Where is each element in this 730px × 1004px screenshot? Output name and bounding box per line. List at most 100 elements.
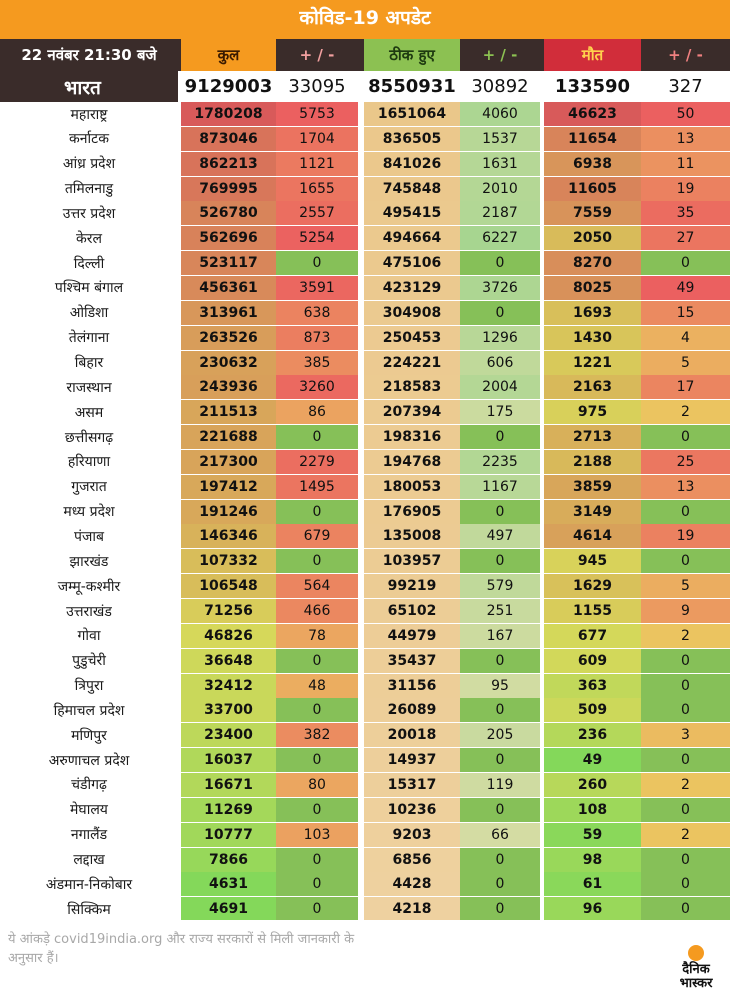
cell-deaths-delta: 0 xyxy=(641,847,730,872)
india-total-delta: 33095 xyxy=(288,76,346,97)
cell-recovered-delta: 2010 xyxy=(460,176,540,201)
cell-recovered-delta: 606 xyxy=(460,350,540,375)
cell-total: 873046 xyxy=(181,126,276,151)
cell-deaths: 1430 xyxy=(544,325,641,350)
cell-recovered: 1651064 xyxy=(364,102,460,126)
cell-total-delta: 0 xyxy=(276,648,358,673)
cell-deaths-delta: 19 xyxy=(641,176,730,201)
cell-recovered-delta: 0 xyxy=(460,847,540,872)
cell-total-delta: 1655 xyxy=(276,176,358,201)
cell-total-delta: 0 xyxy=(276,499,358,524)
cell-total: 263526 xyxy=(181,325,276,350)
cell-deaths-delta: 0 xyxy=(641,897,730,922)
cell-total-delta: 466 xyxy=(276,599,358,623)
table-row: अरुणाचल प्रदेश 16037 0 14937 0 49 0 xyxy=(0,748,730,773)
table-row: कर्नाटक 873046 1704 836505 1537 11654 13 xyxy=(0,126,730,151)
table-row: केरल 562696 5254 494664 6227 2050 27 xyxy=(0,226,730,251)
cell-total-delta: 0 xyxy=(276,748,358,773)
cell-deaths-delta: 19 xyxy=(641,524,730,549)
cell-deaths: 1155 xyxy=(544,599,641,623)
cell-deaths-delta: 0 xyxy=(641,872,730,897)
cell-recovered-delta: 2187 xyxy=(460,201,540,226)
cell-recovered-delta: 0 xyxy=(460,897,540,922)
cell-total: 211513 xyxy=(181,400,276,425)
cell-deaths-delta: 0 xyxy=(641,748,730,773)
cell-recovered-delta: 0 xyxy=(460,300,540,325)
state-name: ओडिशा xyxy=(0,300,178,325)
table-row: तेलंगाना 263526 873 250453 1296 1430 4 xyxy=(0,325,730,350)
state-name: पश्चिम बंगाल xyxy=(0,275,178,300)
cell-recovered-delta: 0 xyxy=(460,251,540,276)
cell-total-delta: 873 xyxy=(276,325,358,350)
state-name: मणिपुर xyxy=(0,723,178,748)
state-name: मध्य प्रदेश xyxy=(0,499,178,524)
cell-deaths-delta: 2 xyxy=(641,822,730,847)
cell-total: 11269 xyxy=(181,797,276,822)
table-row: अंडमान-निकोबार 4631 0 4428 0 61 0 xyxy=(0,872,730,897)
state-name: त्रिपुरा xyxy=(0,673,178,698)
table-row: बिहार 230632 385 224221 606 1221 5 xyxy=(0,350,730,375)
cell-total: 32412 xyxy=(181,673,276,698)
state-name: असम xyxy=(0,400,178,425)
cell-deaths: 11654 xyxy=(544,126,641,151)
table-row: दिल्ली 523117 0 475106 0 8270 0 xyxy=(0,251,730,276)
cell-deaths: 1693 xyxy=(544,300,641,325)
cell-deaths-delta: 2 xyxy=(641,623,730,648)
cell-recovered-delta: 0 xyxy=(460,499,540,524)
dainik-bhaskar-logo: दैनिक भास्कर xyxy=(666,945,726,1001)
cell-total-delta: 1704 xyxy=(276,126,358,151)
table-row: तमिलनाडु 769995 1655 745848 2010 11605 19 xyxy=(0,176,730,201)
state-name: सिक्किम xyxy=(0,897,178,922)
cell-deaths: 260 xyxy=(544,772,641,797)
cell-total: 36648 xyxy=(181,648,276,673)
cell-recovered-delta: 1296 xyxy=(460,325,540,350)
cell-total-delta: 48 xyxy=(276,673,358,698)
cell-total: 7866 xyxy=(181,847,276,872)
table-row: गोवा 46826 78 44979 167 677 2 xyxy=(0,623,730,648)
cell-total-delta: 1495 xyxy=(276,474,358,499)
cell-deaths-delta: 0 xyxy=(641,251,730,276)
cell-total-delta: 1121 xyxy=(276,151,358,176)
sun-icon xyxy=(688,945,704,961)
cell-total-delta: 0 xyxy=(276,251,358,276)
state-name: तमिलनाडु xyxy=(0,176,178,201)
cell-recovered: 494664 xyxy=(364,226,460,251)
cell-deaths: 1221 xyxy=(544,350,641,375)
cell-total: 46826 xyxy=(181,623,276,648)
cell-deaths-delta: 5 xyxy=(641,574,730,599)
cell-deaths-delta: 0 xyxy=(641,673,730,698)
cell-total-delta: 564 xyxy=(276,574,358,599)
table-row: गुजरात 197412 1495 180053 1167 3859 13 xyxy=(0,474,730,499)
cell-deaths-delta: 11 xyxy=(641,151,730,176)
state-name: आंध्र प्रदेश xyxy=(0,151,178,176)
state-name: हिमाचल प्रदेश xyxy=(0,698,178,723)
cell-deaths: 8025 xyxy=(544,275,641,300)
cell-deaths-delta: 2 xyxy=(641,400,730,425)
cell-deaths: 61 xyxy=(544,872,641,897)
cell-recovered: 198316 xyxy=(364,425,460,450)
cell-deaths-delta: 2 xyxy=(641,772,730,797)
cell-recovered-delta: 2235 xyxy=(460,449,540,474)
cell-recovered: 10236 xyxy=(364,797,460,822)
header-date: 22 नवंबर 21:30 बजे xyxy=(21,46,157,64)
table-row: चंडीगढ़ 16671 80 15317 119 260 2 xyxy=(0,772,730,797)
state-name: राजस्थान xyxy=(0,375,178,400)
cell-recovered: 176905 xyxy=(364,499,460,524)
cell-recovered: 836505 xyxy=(364,126,460,151)
table-row: जम्मू-कश्मीर 106548 564 99219 579 1629 5 xyxy=(0,574,730,599)
cell-recovered: 423129 xyxy=(364,275,460,300)
cell-deaths: 677 xyxy=(544,623,641,648)
cell-recovered: 14937 xyxy=(364,748,460,773)
header-recovered-delta: + / - xyxy=(482,46,518,64)
cell-recovered-delta: 6227 xyxy=(460,226,540,251)
cell-deaths: 6938 xyxy=(544,151,641,176)
cell-deaths-delta: 50 xyxy=(641,102,730,126)
cell-deaths-delta: 35 xyxy=(641,201,730,226)
logo-line-1: दैनिक xyxy=(682,962,710,977)
cell-recovered: 26089 xyxy=(364,698,460,723)
cell-total: 456361 xyxy=(181,275,276,300)
cell-recovered: 15317 xyxy=(364,772,460,797)
table-row: पुडुचेरी 36648 0 35437 0 609 0 xyxy=(0,648,730,673)
table-row: ओडिशा 313961 638 304908 0 1693 15 xyxy=(0,300,730,325)
cell-deaths: 945 xyxy=(544,549,641,574)
